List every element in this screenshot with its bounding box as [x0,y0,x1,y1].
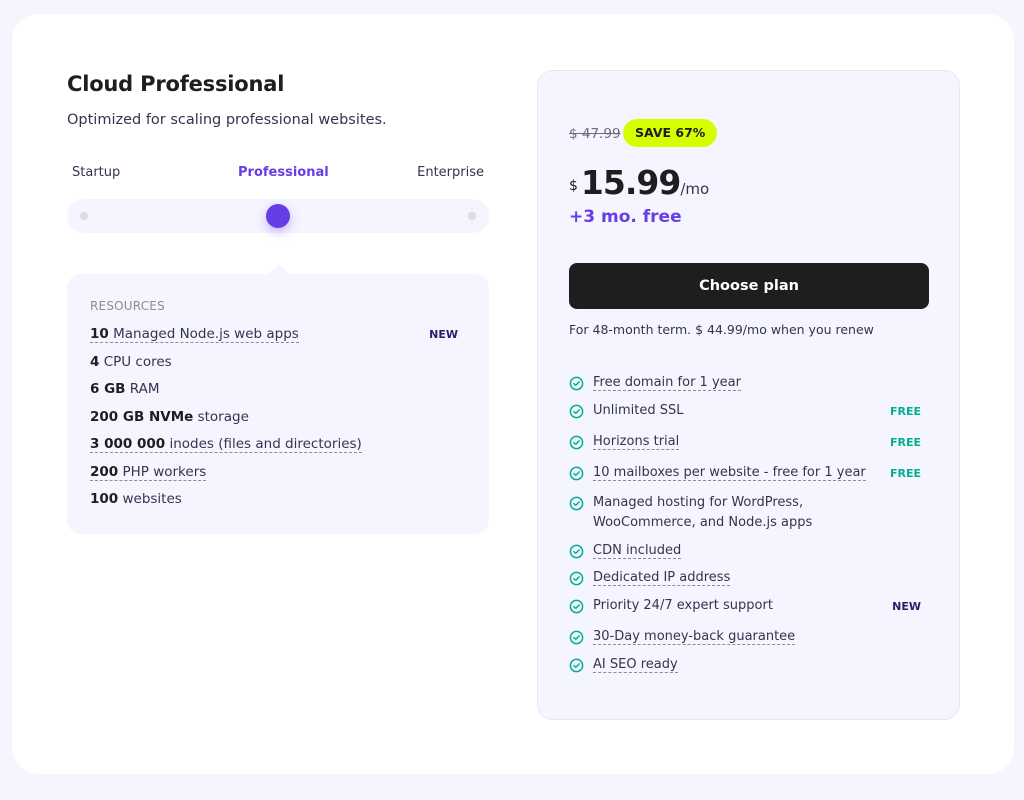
feature-label: Free domain for 1 year [593,375,741,391]
resource-label: CPU cores [99,353,172,370]
pricing-panel: $ 47.99 SAVE 67% $15.99/mo +3 mo. free C… [537,70,960,720]
new-badge: NEW [892,600,921,613]
check-circle-icon [569,571,584,586]
tier-enterprise[interactable]: Enterprise [417,165,484,180]
feature-item[interactable]: AI SEO ready [569,655,929,683]
feature-label: Horizons trial [593,434,680,450]
plan-title: Cloud Professional [67,72,285,96]
resource-value: 4 [90,353,100,370]
slider-stop-enterprise[interactable] [468,212,476,220]
check-circle-icon [569,599,584,614]
feature-item[interactable]: Horizons trial FREE [569,432,929,463]
resource-label: storage [193,408,249,425]
feature-item: Managed hosting for WordPress, WooCommer… [569,493,929,541]
tier-startup[interactable]: Startup [72,165,121,180]
price: $15.99/mo [569,163,709,202]
resource-value: 10 [90,326,109,342]
resource-cpu: 4 CPU cores [90,354,470,382]
free-badge: FREE [889,436,921,449]
feature-label: Unlimited SSL [593,403,684,418]
feature-item: Priority 24/7 expert support NEW [569,596,929,627]
resource-label: Managed Node.js web apps [108,326,299,342]
check-circle-icon [569,544,584,559]
resources-panel: RESOURCES 10 Managed Node.js web apps NE… [67,264,489,534]
feature-label: Dedicated IP address [593,570,731,586]
old-price: $ 47.99 [569,126,621,142]
features-list: Free domain for 1 year Unlimited SSL FRE… [569,373,929,683]
feature-label: 30-Day money-back guarantee [593,629,796,645]
check-circle-icon [569,496,584,511]
tier-labels: Startup Professional Enterprise [72,165,484,185]
feature-item: Unlimited SSL FREE [569,401,929,432]
resources-heading: RESOURCES [90,299,165,313]
resource-websites: 100 websites [90,491,470,519]
free-badge: FREE [889,467,921,480]
resource-storage: 200 GB NVMe storage [90,409,470,437]
resource-ram: 6 GB RAM [90,381,470,409]
price-currency: $ [569,178,578,194]
feature-label: Managed hosting for WordPress, WooCommer… [593,495,813,530]
feature-item[interactable]: 10 mailboxes per website - free for 1 ye… [569,463,929,493]
feature-item[interactable]: Dedicated IP address [569,568,929,596]
resource-node-apps[interactable]: 10 Managed Node.js web apps NEW [90,326,470,354]
free-badge: FREE [889,405,921,418]
resources-list: 10 Managed Node.js web apps NEW 4 CPU co… [90,326,470,519]
feature-label: Priority 24/7 expert support [593,598,773,613]
choose-plan-button[interactable]: Choose plan [569,263,929,309]
resource-label: inodes (files and directories) [165,436,362,452]
check-circle-icon [569,630,584,645]
tier-professional[interactable]: Professional [238,165,329,180]
feature-item[interactable]: Free domain for 1 year [569,373,929,401]
check-circle-icon [569,658,584,673]
bonus-months: +3 mo. free [569,207,682,227]
resource-value: 100 [90,491,119,507]
check-circle-icon [569,466,584,481]
resource-label: websites [118,491,182,507]
feature-label: AI SEO ready [593,657,678,673]
plan-description: Optimized for scaling professional websi… [67,112,387,128]
resource-value: 200 GB NVMe [90,408,194,425]
save-badge: SAVE 67% [623,119,718,147]
feature-item[interactable]: 30-Day money-back guarantee [569,627,929,655]
feature-item[interactable]: CDN included [569,541,929,568]
resource-inodes[interactable]: 3 000 000 inodes (files and directories) [90,436,470,464]
feature-label: 10 mailboxes per website - free for 1 ye… [593,465,866,481]
resource-label: PHP workers [118,463,207,480]
check-circle-icon [569,376,584,391]
renew-note: For 48-month term. $ 44.99/mo when you r… [569,322,874,337]
slider-thumb[interactable] [266,204,290,228]
price-amount: 15.99 [580,163,681,202]
resource-value: 3 000 000 [90,436,166,452]
resource-label: RAM [125,381,160,397]
check-circle-icon [569,435,584,450]
new-badge: NEW [429,328,458,341]
price-period: /mo [680,180,710,198]
feature-label: CDN included [593,543,682,559]
resource-value: 6 GB [90,381,126,397]
resource-php-workers[interactable]: 200 PHP workers [90,464,470,492]
tier-slider[interactable] [67,199,489,233]
check-circle-icon [569,404,584,419]
slider-stop-startup[interactable] [80,212,88,220]
resource-value: 200 [90,463,119,480]
